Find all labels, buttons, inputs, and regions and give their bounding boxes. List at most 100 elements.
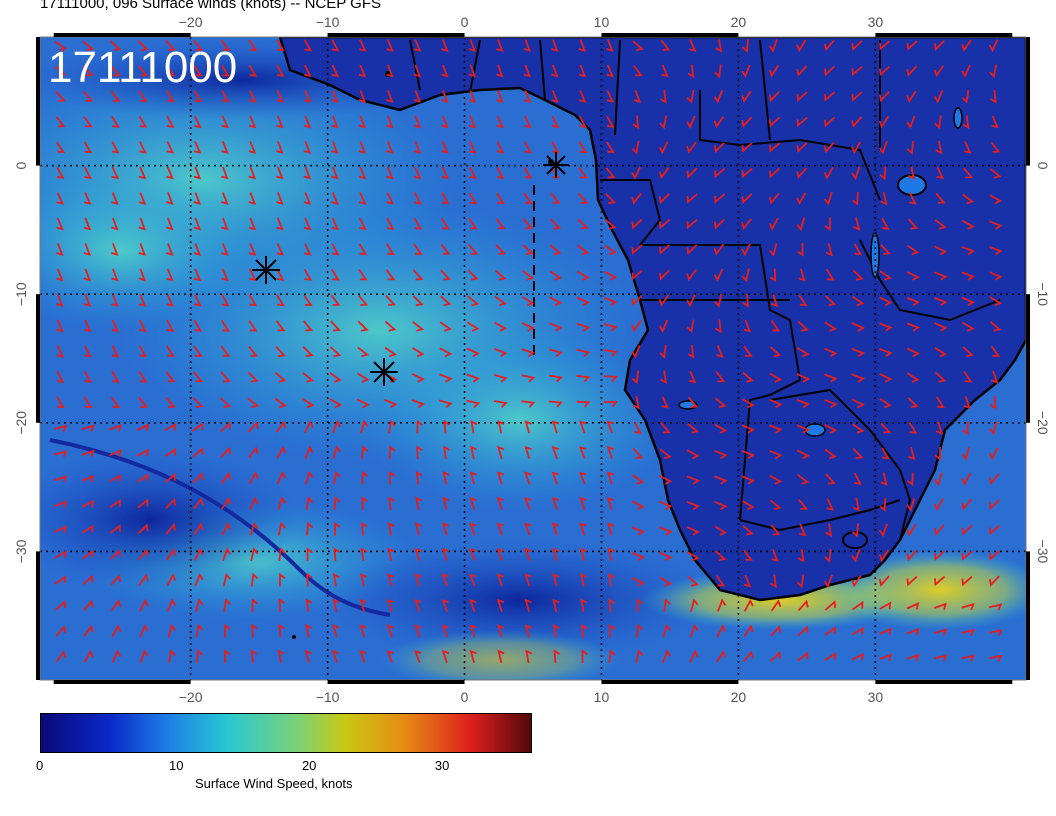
wind-barb <box>495 192 506 204</box>
wind-barb <box>770 599 782 612</box>
wind-barb <box>687 64 695 79</box>
wind-barb <box>358 141 367 154</box>
wind-barb <box>56 268 64 282</box>
wind-barb <box>358 269 368 281</box>
wind-barb <box>332 598 340 613</box>
wind-barb <box>606 420 614 434</box>
wind-barb <box>193 90 203 103</box>
wind-barb <box>988 39 999 53</box>
wind-barb <box>743 319 752 333</box>
wind-barb <box>468 141 477 154</box>
wind-barb <box>989 246 1003 256</box>
wind-barb <box>824 373 838 383</box>
wind-barb <box>329 346 342 358</box>
wind-barb <box>385 294 396 306</box>
wind-barb <box>496 141 505 154</box>
wind-barb <box>879 296 893 307</box>
wind-barb <box>797 474 810 485</box>
wind-barb <box>935 192 946 204</box>
wind-barb <box>741 142 753 153</box>
wind-barb <box>166 166 174 180</box>
wind-barb <box>934 297 948 307</box>
wind-barb <box>496 166 505 179</box>
wind-barb <box>56 319 64 333</box>
frame-segment <box>53 680 191 684</box>
wind-barb <box>796 373 810 383</box>
wind-barb <box>276 192 284 205</box>
wind-barb <box>274 371 287 383</box>
wind-barb <box>193 39 204 51</box>
wind-barb <box>741 90 752 103</box>
wind-barb <box>495 218 506 230</box>
wind-barb <box>331 217 340 231</box>
wind-barb <box>551 90 559 103</box>
wind-barb <box>741 475 756 485</box>
wind-barb <box>357 294 369 306</box>
wind-barb <box>441 547 450 561</box>
wind-barb <box>276 90 285 103</box>
wind-barb <box>714 423 728 434</box>
wind-barb <box>769 268 777 283</box>
wind-barb <box>111 370 120 383</box>
wind-barb <box>137 523 149 535</box>
wind-barb <box>742 525 755 536</box>
wind-barb <box>551 64 559 78</box>
wind-barb <box>962 421 969 436</box>
wind-barb <box>165 65 176 77</box>
wind-barb <box>606 39 614 52</box>
wind-barb <box>824 548 832 563</box>
wind-barb <box>81 424 95 432</box>
wind-barb <box>442 496 450 511</box>
wind-barb <box>631 500 645 511</box>
wind-barb <box>441 649 450 663</box>
wind-barb <box>933 65 945 78</box>
wind-barb <box>111 268 119 282</box>
wind-barb <box>56 345 64 358</box>
wind-barb <box>880 422 892 434</box>
wind-barb <box>304 445 314 459</box>
wind-barb <box>221 268 230 282</box>
wind-barb <box>359 649 367 663</box>
colorbar-tick-label: 20 <box>301 758 317 773</box>
wind-barb <box>358 217 367 231</box>
wind-barb <box>494 295 507 307</box>
wind-barb <box>332 624 340 638</box>
wind-barb <box>524 624 533 638</box>
wind-barb <box>798 268 806 282</box>
okavango <box>804 423 826 437</box>
wind-barb <box>110 396 121 408</box>
wind-barb <box>716 345 724 358</box>
wind-barb <box>303 166 312 180</box>
front-line <box>49 438 391 617</box>
country-border <box>409 39 881 150</box>
wind-barb <box>248 192 257 205</box>
wind-barb <box>413 115 422 129</box>
wind-barb <box>221 522 232 536</box>
wind-barb <box>742 293 749 308</box>
wind-barb <box>441 624 449 638</box>
wind-barb <box>714 550 727 562</box>
wind-barb <box>249 521 259 536</box>
wind-barb <box>550 218 562 230</box>
wind-barb <box>306 521 314 536</box>
wind-barb <box>221 192 229 205</box>
wind-barb <box>768 64 779 78</box>
wind-barb <box>166 217 174 231</box>
wind-barb <box>413 243 423 255</box>
wind-barb <box>989 499 1001 510</box>
wind-barb <box>439 295 452 307</box>
wind-barb <box>631 526 646 536</box>
wind-barb <box>278 547 286 562</box>
wind-barb <box>878 116 889 129</box>
wind-barb <box>248 294 258 307</box>
wind-field-zone <box>40 170 260 330</box>
wind-barb <box>661 396 670 409</box>
wind-barb <box>468 64 477 78</box>
wind-barb <box>550 167 561 179</box>
wind-barb <box>962 115 970 130</box>
wind-barb <box>879 373 893 383</box>
wind-barb <box>879 601 892 610</box>
wind-barb <box>138 141 147 154</box>
wind-barb <box>879 65 891 77</box>
frame-segment <box>601 33 739 37</box>
